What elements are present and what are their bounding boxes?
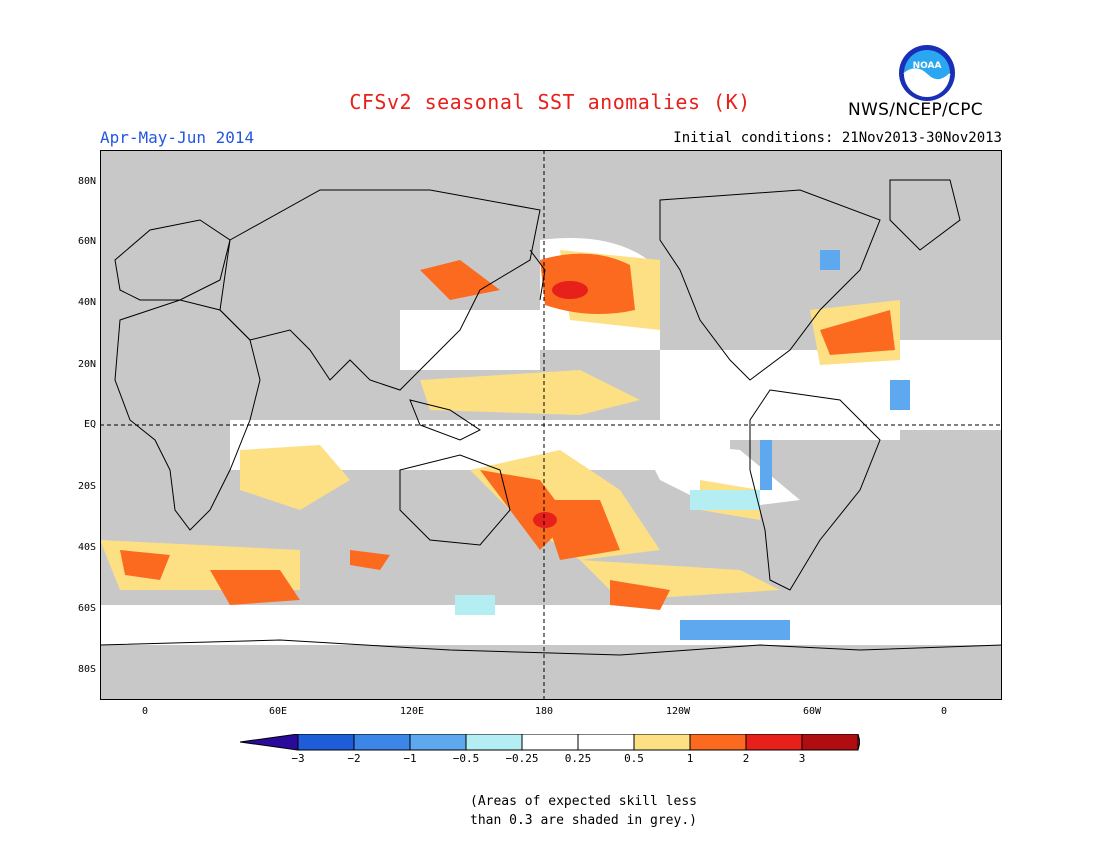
colorbar-tick-label: 2 <box>742 752 750 765</box>
colorbar-tick-label: −0.5 <box>452 752 480 765</box>
svg-text:NOAA: NOAA <box>913 61 942 71</box>
colorbar-tick-label: −2 <box>347 752 361 765</box>
lat-label-40s: 40S <box>77 542 96 553</box>
anomaly-blue-regions <box>680 250 910 640</box>
anomaly-orange-regions <box>120 253 895 610</box>
lon-label-180: 180 <box>534 706 554 717</box>
colorbar-tick-label: −1 <box>403 752 417 765</box>
initial-conditions-label: Initial conditions: 21Nov2013-30Nov2013 <box>673 130 1002 146</box>
lat-label-60n: 60N <box>77 236 96 247</box>
lat-label-40n: 40N <box>77 297 96 308</box>
lat-label-eq: EQ <box>83 419 96 430</box>
colorbar-tick-label: −0.25 <box>505 752 539 765</box>
anomaly-red-regions <box>533 281 588 528</box>
map-title: CFSv2 seasonal SST anomalies (K) <box>349 90 751 114</box>
skill-note: (Areas of expected skill less than 0.3 a… <box>470 792 730 830</box>
lat-label-20s: 20S <box>77 481 96 492</box>
colorbar-box <box>409 734 467 751</box>
colorbar-box <box>521 734 579 751</box>
colorbar-box <box>297 734 355 751</box>
colorbar-box <box>689 734 747 751</box>
colorbar-box <box>353 734 411 751</box>
colorbar-tick-label: 3 <box>798 752 806 765</box>
colorbar-box <box>465 734 523 751</box>
colorbar-box <box>577 734 635 751</box>
coastlines <box>100 179 1002 656</box>
colorbar-tick-label: −3 <box>291 752 305 765</box>
lon-label-120e: 120E <box>399 706 425 717</box>
lon-label-0-east: 0 <box>940 706 948 717</box>
organization-label: NWS/NCEP/CPC <box>848 100 983 120</box>
colorbar-arrow-low <box>240 734 299 751</box>
colorbar <box>240 734 860 751</box>
lon-label-0: 0 <box>141 706 149 717</box>
sst-anomaly-map <box>100 150 1002 700</box>
lat-label-20n: 20N <box>77 359 96 370</box>
colorbar-tick-label: 0.25 <box>564 752 592 765</box>
lon-label-60w: 60W <box>802 706 822 717</box>
colorbar-box <box>633 734 691 751</box>
lat-label-60s: 60S <box>77 603 96 614</box>
colorbar-tick-label: 0.5 <box>624 752 644 765</box>
colorbar-arrow-high <box>857 734 860 751</box>
colorbar-box <box>801 734 859 751</box>
lon-label-60e: 60E <box>268 706 288 717</box>
skill-note-line-1: (Areas of expected skill less <box>470 794 697 809</box>
colorbar-tick-label: 1 <box>686 752 694 765</box>
noaa-logo-icon: NOAA <box>899 45 955 101</box>
lat-label-80n: 80N <box>77 176 96 187</box>
season-label: Apr-May-Jun 2014 <box>100 128 255 147</box>
skill-note-line-2: than 0.3 are shaded in grey.) <box>470 813 697 828</box>
colorbar-box <box>745 734 803 751</box>
lat-label-80s: 80S <box>77 664 96 675</box>
lon-label-120w: 120W <box>665 706 691 717</box>
anomaly-light-blue-regions <box>455 490 760 615</box>
